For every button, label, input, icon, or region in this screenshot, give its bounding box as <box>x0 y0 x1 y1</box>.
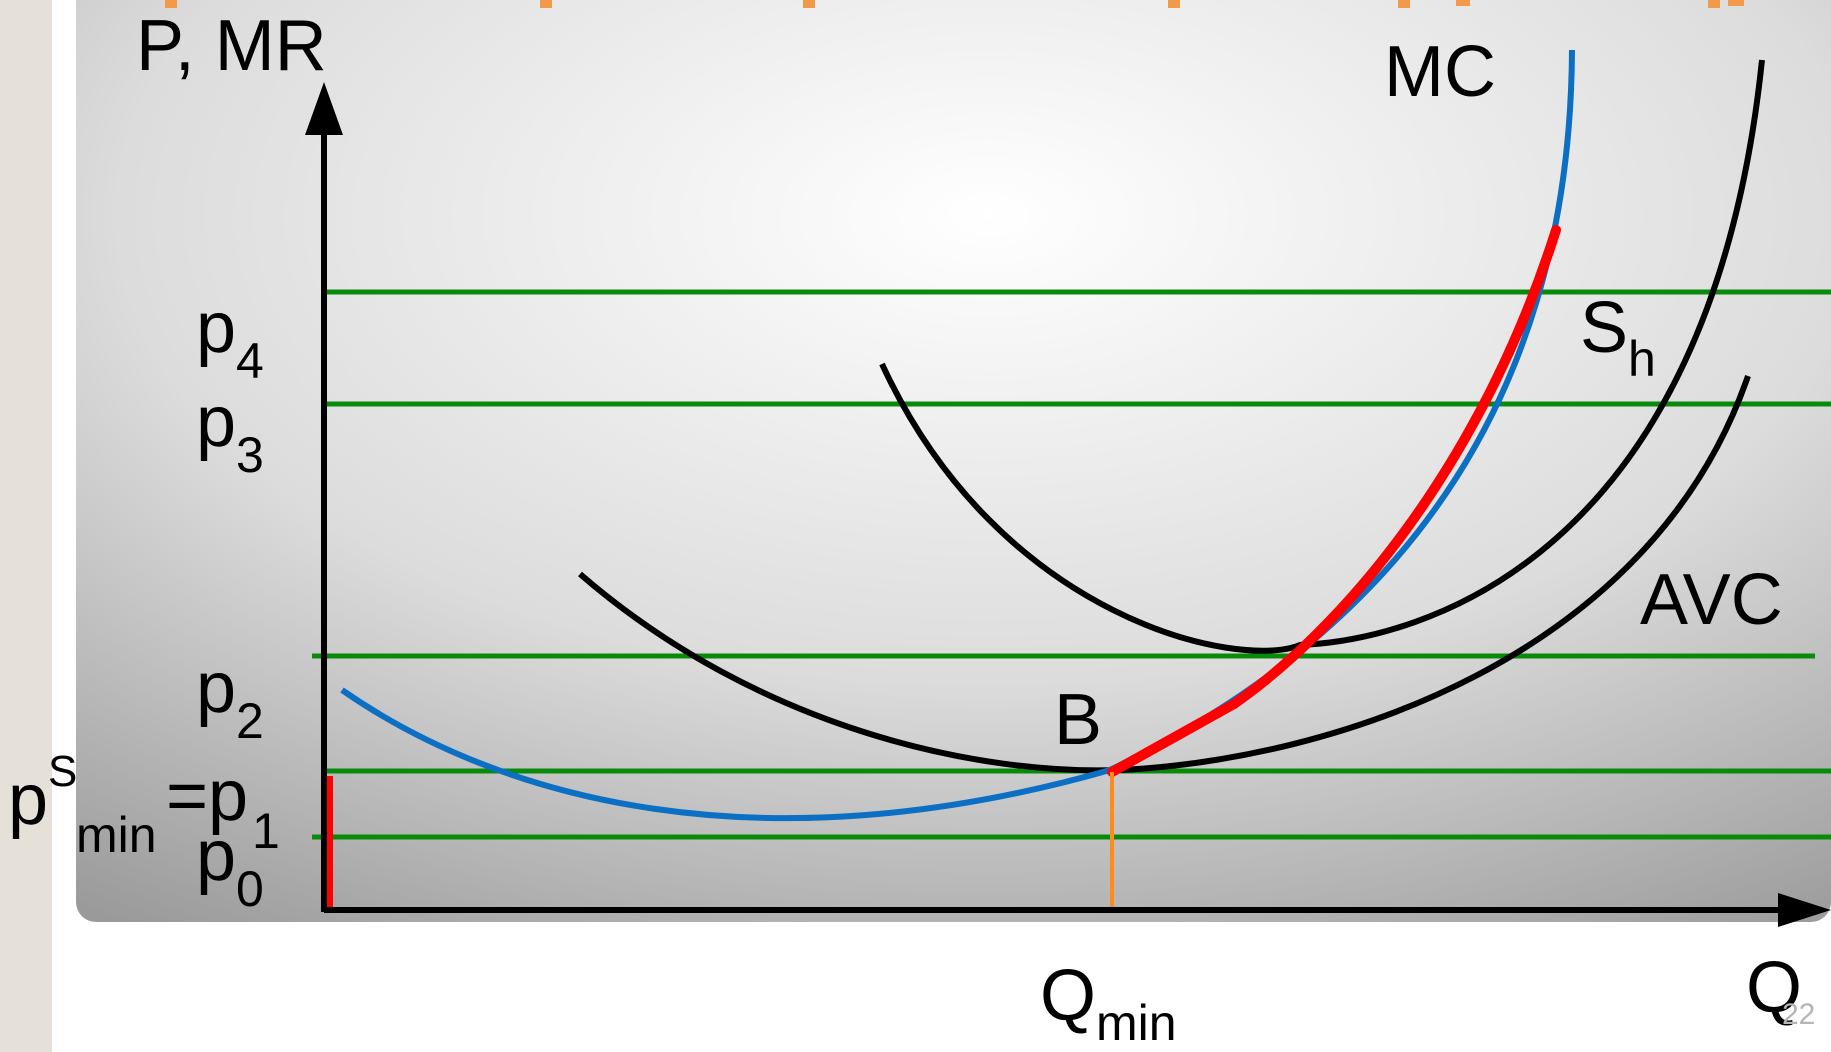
avc-label: AVC <box>1640 560 1783 640</box>
supply-label: Sh <box>1580 288 1656 387</box>
y-axis-label: P, MR <box>136 6 327 86</box>
price-label-p3: p3 <box>196 382 264 483</box>
price-label-p0: p0 <box>196 816 264 917</box>
qmin-label: Qmin <box>1040 956 1177 1051</box>
y-axis-arrow <box>305 82 343 135</box>
point-b-label: B <box>1054 680 1102 760</box>
atc-curve <box>879 59 1765 654</box>
min-price-eq-sub: 1 <box>252 803 280 859</box>
plot-panel <box>76 0 1831 922</box>
price-label-p4: p4 <box>196 288 264 389</box>
x-axis-label: Q <box>1746 948 1802 1028</box>
min-price-p: p <box>8 760 48 840</box>
min-price-sup: S <box>48 747 77 796</box>
min-price-eq: =p <box>166 756 248 836</box>
avc-curve <box>578 375 1751 774</box>
title-fragments <box>165 0 1744 8</box>
x-axis-arrow <box>1778 893 1831 927</box>
supply-curve <box>1107 225 1561 777</box>
page-number: 22 <box>1782 998 1815 1031</box>
price-label-p2: p2 <box>196 648 264 749</box>
mc-label: MC <box>1384 32 1496 112</box>
min-price-sub: min <box>76 807 157 863</box>
